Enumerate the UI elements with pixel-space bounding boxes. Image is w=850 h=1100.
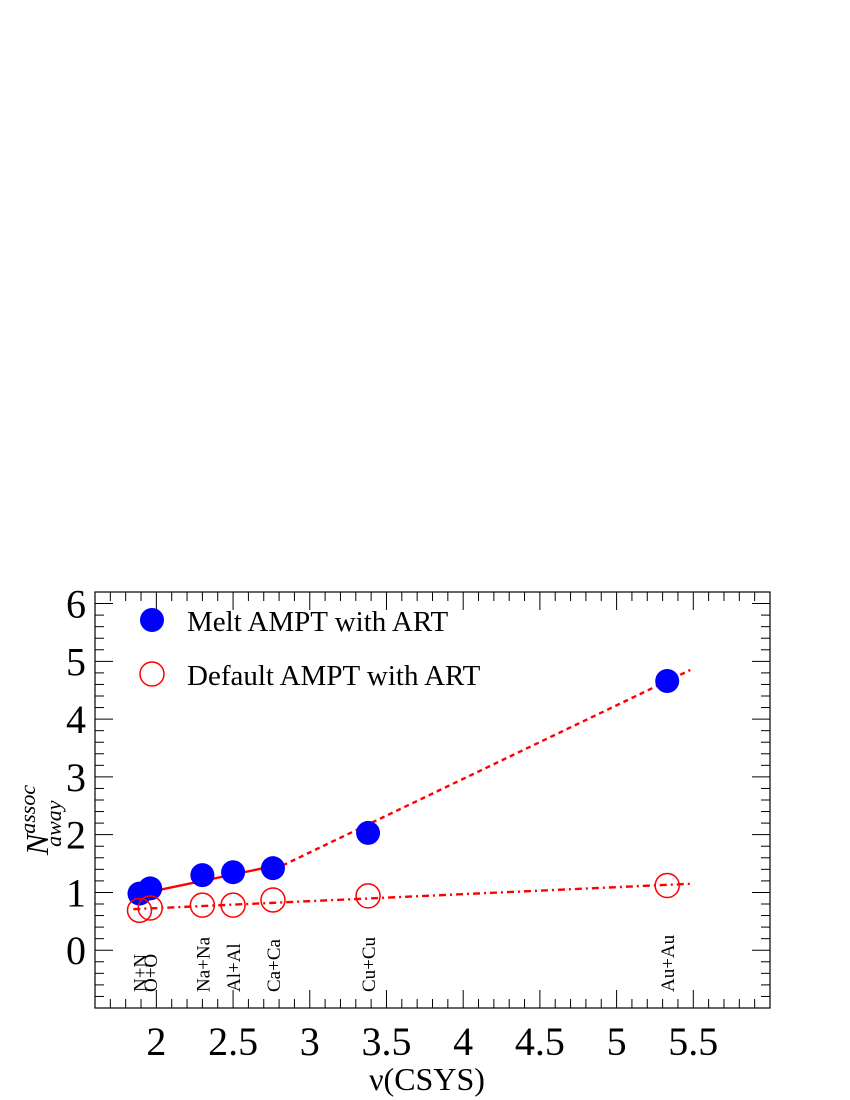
- x-tick-label: 2: [146, 1019, 166, 1064]
- y-axis-title-sub: away: [41, 800, 66, 847]
- x-tick-label: 5: [607, 1019, 627, 1064]
- y-tick-label: 3: [66, 755, 86, 800]
- melt-point: [356, 820, 381, 845]
- legend-label-default: Default AMPT with ART: [187, 660, 481, 692]
- y-tick-label: 2: [66, 813, 86, 858]
- melt-point: [221, 860, 246, 885]
- melt-point: [655, 668, 680, 693]
- x-tick-label: 2.5: [208, 1019, 258, 1064]
- y-tick-label: 1: [66, 870, 86, 915]
- x-tick-label: 3: [300, 1019, 320, 1064]
- y-axis-title: Nassocaway: [15, 785, 66, 856]
- y-tick-label: 4: [66, 697, 86, 742]
- x-tick-label: 3.5: [361, 1019, 411, 1064]
- x-tick-label: 4.5: [515, 1019, 565, 1064]
- melt-point: [138, 876, 163, 901]
- melt-point: [190, 863, 215, 888]
- default-point: [189, 892, 216, 918]
- y-axis-title-main: N: [19, 832, 55, 856]
- y-tick-label: 6: [66, 582, 86, 627]
- melt-point: [260, 856, 285, 881]
- legend-marker-default: [139, 661, 165, 687]
- system-label: Cu+Cu: [359, 936, 380, 992]
- system-label: Au+Au: [658, 934, 679, 992]
- default-point: [137, 895, 163, 921]
- fit-line-dash-dot: [133, 882, 691, 911]
- data-points: [126, 668, 680, 924]
- system-label: N+N: [130, 954, 151, 992]
- legend-marker-melt: [140, 608, 164, 632]
- system-label: Na+Na: [193, 936, 214, 992]
- fit-lines: [133, 668, 691, 911]
- x-tick-label: 5.5: [668, 1019, 718, 1064]
- legend-label-melt: Melt AMPT with ART: [187, 606, 448, 638]
- system-labels: N+NO+O Na+Na Al+Al Ca+Ca Cu+Cu Au+Au: [130, 934, 679, 992]
- x-tick-label: 4: [453, 1019, 473, 1064]
- x-axis-title: ν(CSYS): [369, 1061, 485, 1097]
- default-point: [654, 872, 680, 899]
- x-axis: 2 2.5 3 3.5 4 4.5 5 5.5: [94, 592, 771, 1064]
- y-axis: 0 1 2 3 4 5 6: [66, 582, 770, 1009]
- y-tick-label: 5: [66, 639, 86, 684]
- default-point: [126, 897, 153, 924]
- system-label: Al+Al: [224, 943, 245, 992]
- system-label: Ca+Ca: [264, 939, 285, 992]
- system-label: O+O: [141, 954, 162, 992]
- legend: Melt AMPT with ART Default AMPT with ART: [139, 606, 481, 692]
- fit-line-dashed: [273, 668, 691, 871]
- default-point: [355, 883, 381, 909]
- y-tick-label: 0: [66, 928, 86, 973]
- default-point: [260, 887, 286, 913]
- y-axis-title-sup: assoc: [15, 785, 40, 834]
- default-point: [220, 892, 246, 918]
